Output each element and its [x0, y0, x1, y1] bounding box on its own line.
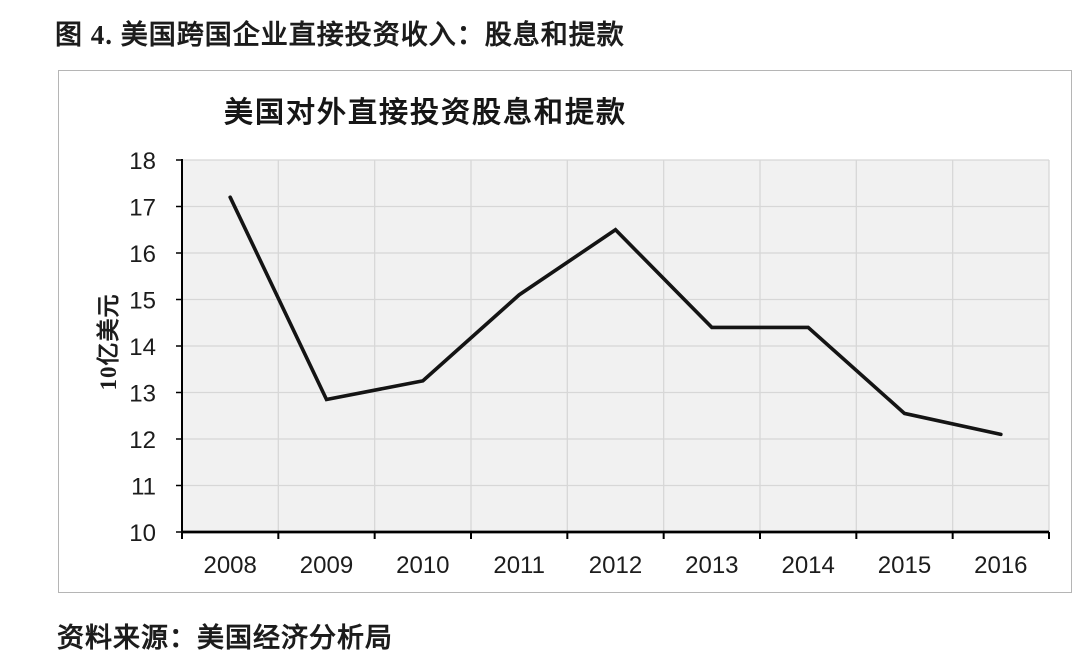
chart-container: 美国对外直接投资股息和提款 10亿美元 10 11 12 13 14 15 16 17 18 20…	[58, 70, 1072, 593]
x-tick-label: 2015	[878, 552, 931, 579]
x-tick-label: 2011	[493, 552, 545, 579]
y-tick-label: 11	[131, 474, 156, 501]
y-tick-label: 14	[129, 334, 156, 361]
x-tick-label: 2012	[589, 552, 642, 579]
y-tick-label: 10	[129, 520, 156, 547]
x-tick-label: 2014	[781, 552, 834, 579]
source-note: 资料来源：美国经济分析局	[57, 623, 393, 653]
chart-plot-svg: 10 11 12 13 14 15 16 17 18 2008 2009 2010 2011 2012 20…	[129, 148, 1050, 579]
y-tick-label: 15	[129, 288, 156, 315]
y-tick-label: 16	[129, 241, 156, 268]
y-tick-label: 18	[129, 148, 156, 175]
x-tick-label: 2008	[203, 552, 256, 579]
x-tick-label: 2009	[300, 552, 353, 579]
x-tick-label: 2010	[396, 552, 449, 579]
chart-title: 美国对外直接投资股息和提款	[224, 97, 628, 129]
x-tick-label: 2013	[685, 552, 738, 579]
y-tick-label: 13	[129, 381, 156, 408]
y-tick-label: 12	[129, 427, 156, 454]
x-tick-label: 2016	[974, 552, 1027, 579]
y-tick-label: 17	[129, 195, 156, 222]
series-line	[228, 195, 1003, 437]
figure-title: 图 4. 美国跨国企业直接投资收入：股息和提款	[55, 20, 625, 50]
